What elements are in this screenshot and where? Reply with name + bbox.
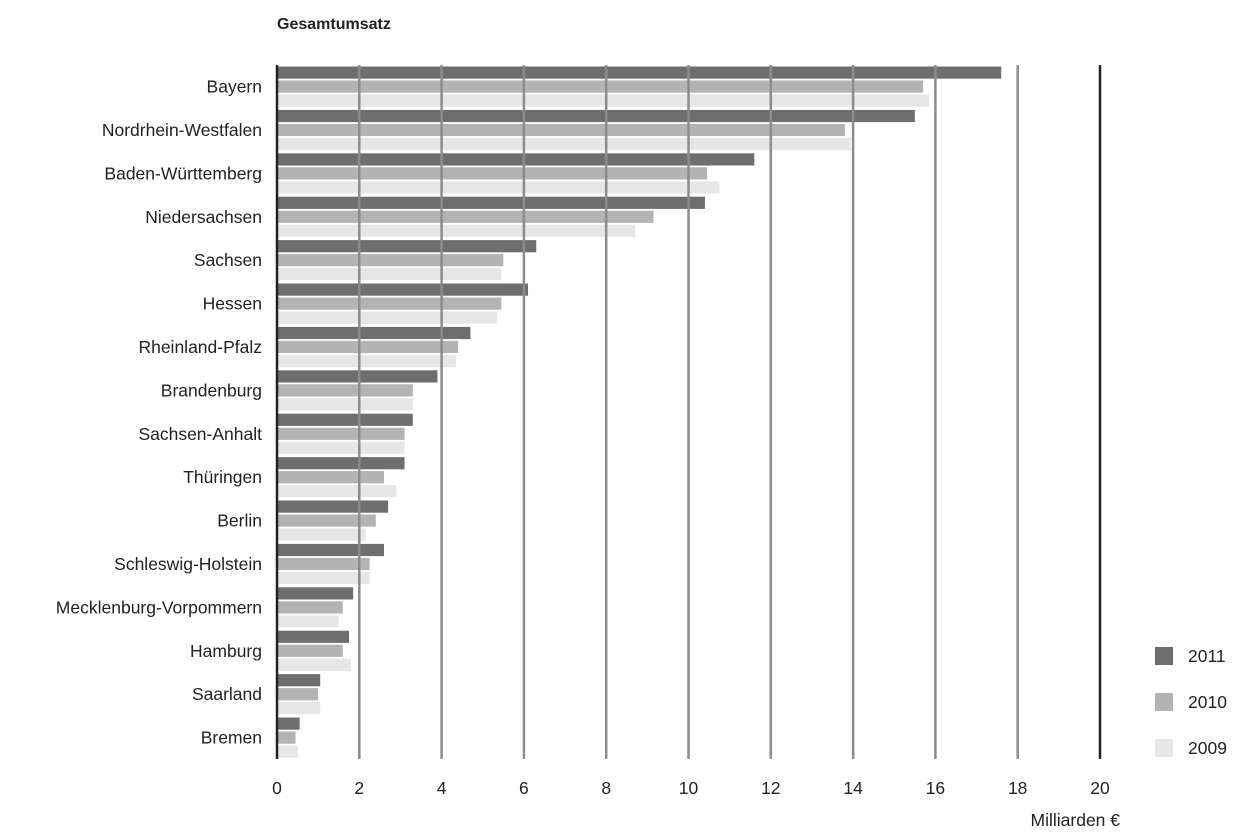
bar-2009-baden-württemberg — [277, 181, 720, 194]
category-label: Sachsen-Anhalt — [138, 424, 262, 444]
bar-2009-hamburg — [277, 658, 352, 671]
category-label: Bremen — [201, 728, 262, 748]
category-label: Rheinland-Pfalz — [138, 337, 262, 357]
bar-2009-bayern — [277, 94, 930, 107]
bar-2010-rheinland-pfalz — [277, 340, 459, 354]
bar-2009-berlin — [277, 528, 366, 541]
bar-2009-thüringen — [277, 485, 397, 498]
bar-2010-baden-württemberg — [277, 167, 708, 180]
bar-2010-sachsen — [277, 254, 504, 267]
bar-2009-nordrhein-westfalen — [277, 137, 852, 151]
bar-2010-berlin — [277, 514, 376, 527]
legend-label-2009: 2009 — [1188, 738, 1227, 758]
x-tick-label: 4 — [437, 778, 447, 798]
bar-2011-saarland — [277, 674, 321, 687]
bar-2009-saarland — [277, 702, 321, 715]
category-label: Mecklenburg-Vorpommern — [56, 597, 262, 617]
category-label: Saarland — [192, 684, 262, 704]
bar-2011-bayern — [277, 66, 1002, 79]
x-tick-label: 12 — [761, 778, 780, 798]
bar-2010-hamburg — [277, 644, 343, 657]
bar-2009-schleswig-holstein — [277, 571, 370, 585]
bar-2009-mecklenburg-vorpommern — [277, 615, 339, 628]
bar-2011-rheinland-pfalz — [277, 326, 471, 340]
bar-2010-thüringen — [277, 471, 384, 484]
bar-2011-baden-württemberg — [277, 153, 755, 166]
x-tick-label: 8 — [601, 778, 611, 798]
bar-2011-niedersachsen — [277, 196, 705, 209]
bar-2009-bremen — [277, 745, 298, 758]
bar-2011-hessen — [277, 283, 529, 296]
bar-2009-niedersachsen — [277, 224, 636, 237]
bar-2010-niedersachsen — [277, 210, 654, 223]
x-tick-label: 2 — [354, 778, 364, 798]
category-label: Schleswig-Holstein — [114, 554, 262, 574]
bar-2010-bayern — [277, 80, 924, 93]
category-label: Hessen — [203, 294, 262, 314]
bar-2011-bremen — [277, 717, 300, 730]
bar-2010-brandenburg — [277, 384, 413, 397]
category-label: Hamburg — [190, 641, 262, 661]
bar-2010-saarland — [277, 688, 319, 701]
bar-2010-schleswig-holstein — [277, 557, 370, 571]
x-tick-label: 6 — [519, 778, 529, 798]
legend-swatch-2009 — [1155, 739, 1173, 757]
x-axis-label: Milliarden € — [1031, 810, 1121, 830]
bar-2010-nordrhein-westfalen — [277, 123, 845, 137]
x-tick-label: 0 — [272, 778, 282, 798]
category-label: Baden-Württemberg — [104, 163, 262, 183]
bar-2011-sachsen-anhalt — [277, 413, 413, 426]
category-label: Thüringen — [183, 467, 262, 487]
bar-2009-hessen — [277, 311, 498, 324]
bar-2011-berlin — [277, 500, 389, 513]
x-tick-label: 18 — [1008, 778, 1027, 798]
bar-2009-sachsen — [277, 268, 502, 281]
category-label: Sachsen — [194, 250, 262, 270]
bar-2009-rheinland-pfalz — [277, 354, 457, 368]
x-tick-label: 14 — [843, 778, 863, 798]
bar-2010-sachsen-anhalt — [277, 427, 405, 440]
category-label: Bayern — [207, 77, 262, 97]
category-label: Berlin — [217, 511, 262, 531]
bar-2011-thüringen — [277, 457, 405, 470]
bar-2011-sachsen — [277, 240, 537, 253]
bar-2011-nordrhein-westfalen — [277, 109, 915, 123]
legend-label-2010: 2010 — [1188, 692, 1227, 712]
bar-2011-brandenburg — [277, 370, 438, 383]
category-label: Brandenburg — [161, 380, 262, 400]
x-tick-label: 20 — [1090, 778, 1110, 798]
legend-label-2011: 2011 — [1188, 646, 1226, 666]
category-label: Nordrhein-Westfalen — [102, 120, 262, 140]
bar-2011-mecklenburg-vorpommern — [277, 587, 354, 600]
bar-2010-hessen — [277, 297, 502, 310]
bar-2011-schleswig-holstein — [277, 543, 384, 557]
bar-2009-brandenburg — [277, 398, 413, 411]
bar-2010-mecklenburg-vorpommern — [277, 601, 343, 614]
legend-swatch-2011 — [1155, 647, 1173, 665]
category-label: Niedersachsen — [145, 207, 262, 227]
bar-2011-hamburg — [277, 630, 350, 643]
legend-swatch-2010 — [1155, 693, 1173, 711]
chart-title: Gesamtumsatz — [277, 16, 391, 33]
x-tick-label: 16 — [926, 778, 945, 798]
bar-2009-sachsen-anhalt — [277, 441, 405, 454]
bar-2010-bremen — [277, 731, 296, 744]
x-tick-label: 10 — [679, 778, 699, 798]
